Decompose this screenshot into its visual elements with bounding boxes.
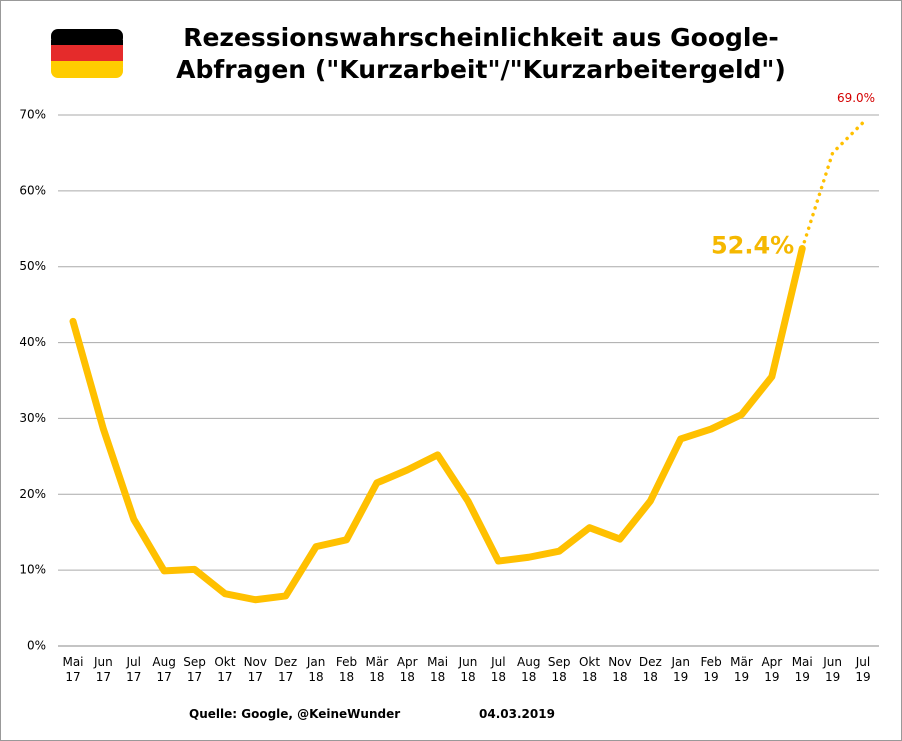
line [69, 245, 806, 604]
flag [51, 29, 123, 78]
x-tick-label: Apr 18 [396, 655, 418, 684]
x-tick-label: Jul 18 [490, 655, 507, 684]
x-tick-label: Jan 18 [306, 655, 326, 684]
x-tick-label: Okt 17 [214, 655, 236, 684]
source: Quelle: Google, @KeineWunder [189, 707, 401, 721]
y-tick-label: 70% [19, 108, 46, 122]
x-tick-label: Aug 18 [517, 655, 541, 684]
x-tick-label: Sep 17 [183, 655, 206, 684]
x-tick-label: Dez 18 [638, 655, 662, 684]
x-tick-label: Aug 17 [152, 655, 176, 684]
x-tick-label: Okt 18 [578, 655, 601, 684]
x-tick-label: Feb 19 [700, 655, 722, 684]
x-tick-label: Mai 19 [791, 655, 813, 684]
y-tick-label: 10% [19, 563, 46, 577]
x-tick-label: Mai 18 [427, 655, 449, 684]
x-tick-label: Mär 19 [730, 655, 753, 684]
x-tick-label: Jun 18 [458, 655, 478, 684]
x-tick-label: Sep 18 [547, 655, 571, 684]
y-tick-label: 50% [19, 259, 46, 273]
x-tick-label: Dez 17 [274, 655, 298, 684]
x-tick-label: Jan 19 [671, 655, 690, 684]
x-tick-label: Nov 17 [243, 655, 267, 684]
x-tick-label: Apr 19 [761, 655, 783, 684]
y-tick-label: 40% [19, 335, 46, 349]
y-tick-label: 60% [19, 183, 46, 197]
line [800, 120, 865, 251]
y-tick-label: 0% [27, 639, 46, 653]
x-tick-label: Mai 17 [62, 655, 84, 684]
x-tick-label: Jul 17 [126, 655, 142, 684]
y-tick-label: 30% [19, 411, 46, 425]
x-tick-label: Jul 19 [855, 655, 871, 684]
chart-title: Rezessionswahrscheinlichkeit aus Google- [183, 23, 779, 52]
x-tick-label: Jun 19 [823, 655, 842, 684]
chart-title: Abfragen ("Kurzarbeit"/"Kurzarbeitergeld… [176, 55, 786, 84]
x-tick-label: Jun 17 [94, 655, 113, 684]
value-label: 69.0% [837, 91, 875, 105]
date: 04.03.2019 [479, 707, 555, 721]
x-tick-label: Feb 18 [335, 655, 358, 684]
x-tick-label: Nov 18 [608, 655, 632, 684]
y-tick-label: 20% [19, 487, 46, 501]
x-tick-label: Mär 18 [365, 655, 389, 684]
value-label: 52.4% [711, 232, 794, 260]
